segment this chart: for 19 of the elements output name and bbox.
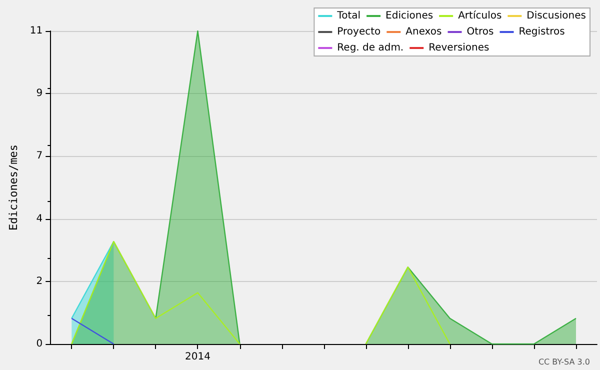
text: CC BY-SA 3.0 [538, 358, 590, 366]
y-tick-label: 4 [36, 213, 43, 224]
legend-label: Reversiones [428, 42, 490, 54]
x-tick-label: 2014 [185, 352, 210, 362]
y-tick-label: 11 [30, 26, 43, 36]
y-tick-label: 2 [36, 276, 43, 287]
legend-label: Discusiones [526, 10, 586, 22]
y-tick-label: 0 [36, 338, 43, 350]
legend-label: Registros [518, 26, 565, 38]
y-tick-label: 9 [36, 88, 43, 100]
legend-label: Artículos [458, 10, 502, 22]
legend-label: Ediciones [386, 10, 434, 22]
y-axis-title: Ediciones/mes [7, 144, 20, 231]
legend-label: Reg. de adm. [337, 42, 404, 54]
legend-label: Anexos [406, 26, 442, 38]
y-tick-label: 7 [36, 150, 43, 162]
legend-label: Total [336, 10, 361, 22]
legend-label: Proyecto [337, 26, 381, 38]
legend-label: Otros [466, 26, 494, 38]
